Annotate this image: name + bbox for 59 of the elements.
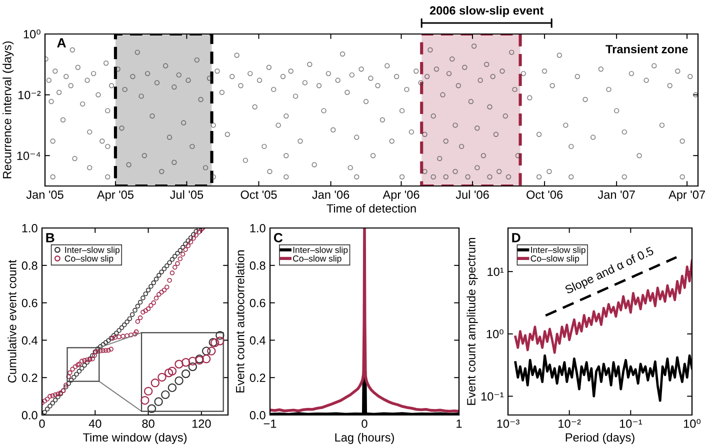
- legend-label: Co–slow slip: [64, 255, 114, 264]
- x-axis-title: Lag (hours): [335, 432, 394, 444]
- x-tick-label: Apr '07: [668, 190, 705, 202]
- x-tick-label: 40: [88, 419, 102, 428]
- y-axis-title: Event count autocorrelation: [236, 250, 244, 392]
- y-tick-label: 10⁰: [486, 329, 504, 338]
- y-tick-label: 0.2: [22, 374, 38, 382]
- annotation: B: [46, 233, 54, 242]
- x-tick-label: 0: [39, 419, 45, 428]
- annotation: A: [57, 38, 66, 48]
- annotation: 2006 slow-slip event: [430, 6, 544, 17]
- y-tick-label: 10⁻⁴: [17, 152, 40, 160]
- x-tick-label: Jan '07: [598, 190, 635, 199]
- y-tick-label: 0.2: [250, 374, 266, 382]
- x-axis-title: Time of detection: [326, 204, 416, 213]
- x-tick-label: Jan '05: [26, 190, 64, 199]
- x-tick-label: 120: [192, 419, 211, 428]
- x-tick-label: 10⁻¹: [620, 419, 642, 428]
- legend-label: Co–slow slip: [530, 255, 580, 264]
- y-tick-label: 10⁻¹: [481, 392, 504, 401]
- annotation: Transient zone: [606, 44, 688, 54]
- y-tick-label: 0.4: [250, 336, 266, 345]
- y-tick-label: 10⁰: [24, 30, 40, 38]
- x-tick-label: Oct '06: [526, 190, 563, 199]
- y-tick-label: 0.0: [22, 411, 38, 420]
- x-axis-title: Time window (days): [83, 432, 187, 444]
- y-axis-title: Event count amplitude spectrum: [466, 238, 478, 405]
- y-tick-label: 1.0: [250, 224, 266, 232]
- y-tick-label: 0.4: [22, 336, 38, 345]
- y-tick-label: 0.6: [22, 298, 38, 308]
- y-tick-label: 0.6: [250, 298, 266, 308]
- x-tick-label: 80: [142, 419, 154, 428]
- annotation: C: [274, 233, 283, 242]
- y-tick-label: 0.8: [22, 261, 38, 270]
- y-tick-label: 0.8: [250, 261, 266, 270]
- x-tick-label: 1: [456, 420, 462, 428]
- x-tick-label: Jul '06: [456, 190, 489, 199]
- x-tick-label: −1: [264, 420, 276, 428]
- x-tick-label: 0: [362, 419, 368, 428]
- y-axis-title: Cumulative event count: [8, 260, 16, 383]
- x-axis-title: Period (days): [566, 432, 634, 444]
- x-tick-label: 10⁰: [684, 418, 701, 428]
- y-axis-title: Recurrence interval (days): [2, 42, 14, 178]
- x-tick-label: 10⁻³: [497, 419, 520, 428]
- y-tick-label: 10⁻²: [18, 90, 41, 100]
- x-tick-label: Oct '05: [240, 190, 277, 199]
- legend-label: Co–slow slip: [293, 255, 342, 264]
- legend-label: Inter–slow slip: [293, 246, 348, 255]
- legend-label: Inter–slow slip: [65, 246, 120, 255]
- legend-label: Inter–slow slip: [531, 246, 586, 255]
- x-tick-label: Jul '05: [170, 190, 204, 199]
- y-tick-label: 1.0: [22, 224, 38, 232]
- annotation: D: [512, 233, 520, 242]
- x-tick-label: Jan '06: [312, 190, 350, 199]
- y-tick-label: 0.0: [250, 411, 266, 420]
- x-tick-label: Apr '05: [96, 190, 134, 202]
- x-tick-label: Apr '06: [382, 190, 420, 202]
- y-tick-label: 10¹: [488, 268, 504, 276]
- x-tick-label: 10⁻²: [558, 419, 581, 428]
